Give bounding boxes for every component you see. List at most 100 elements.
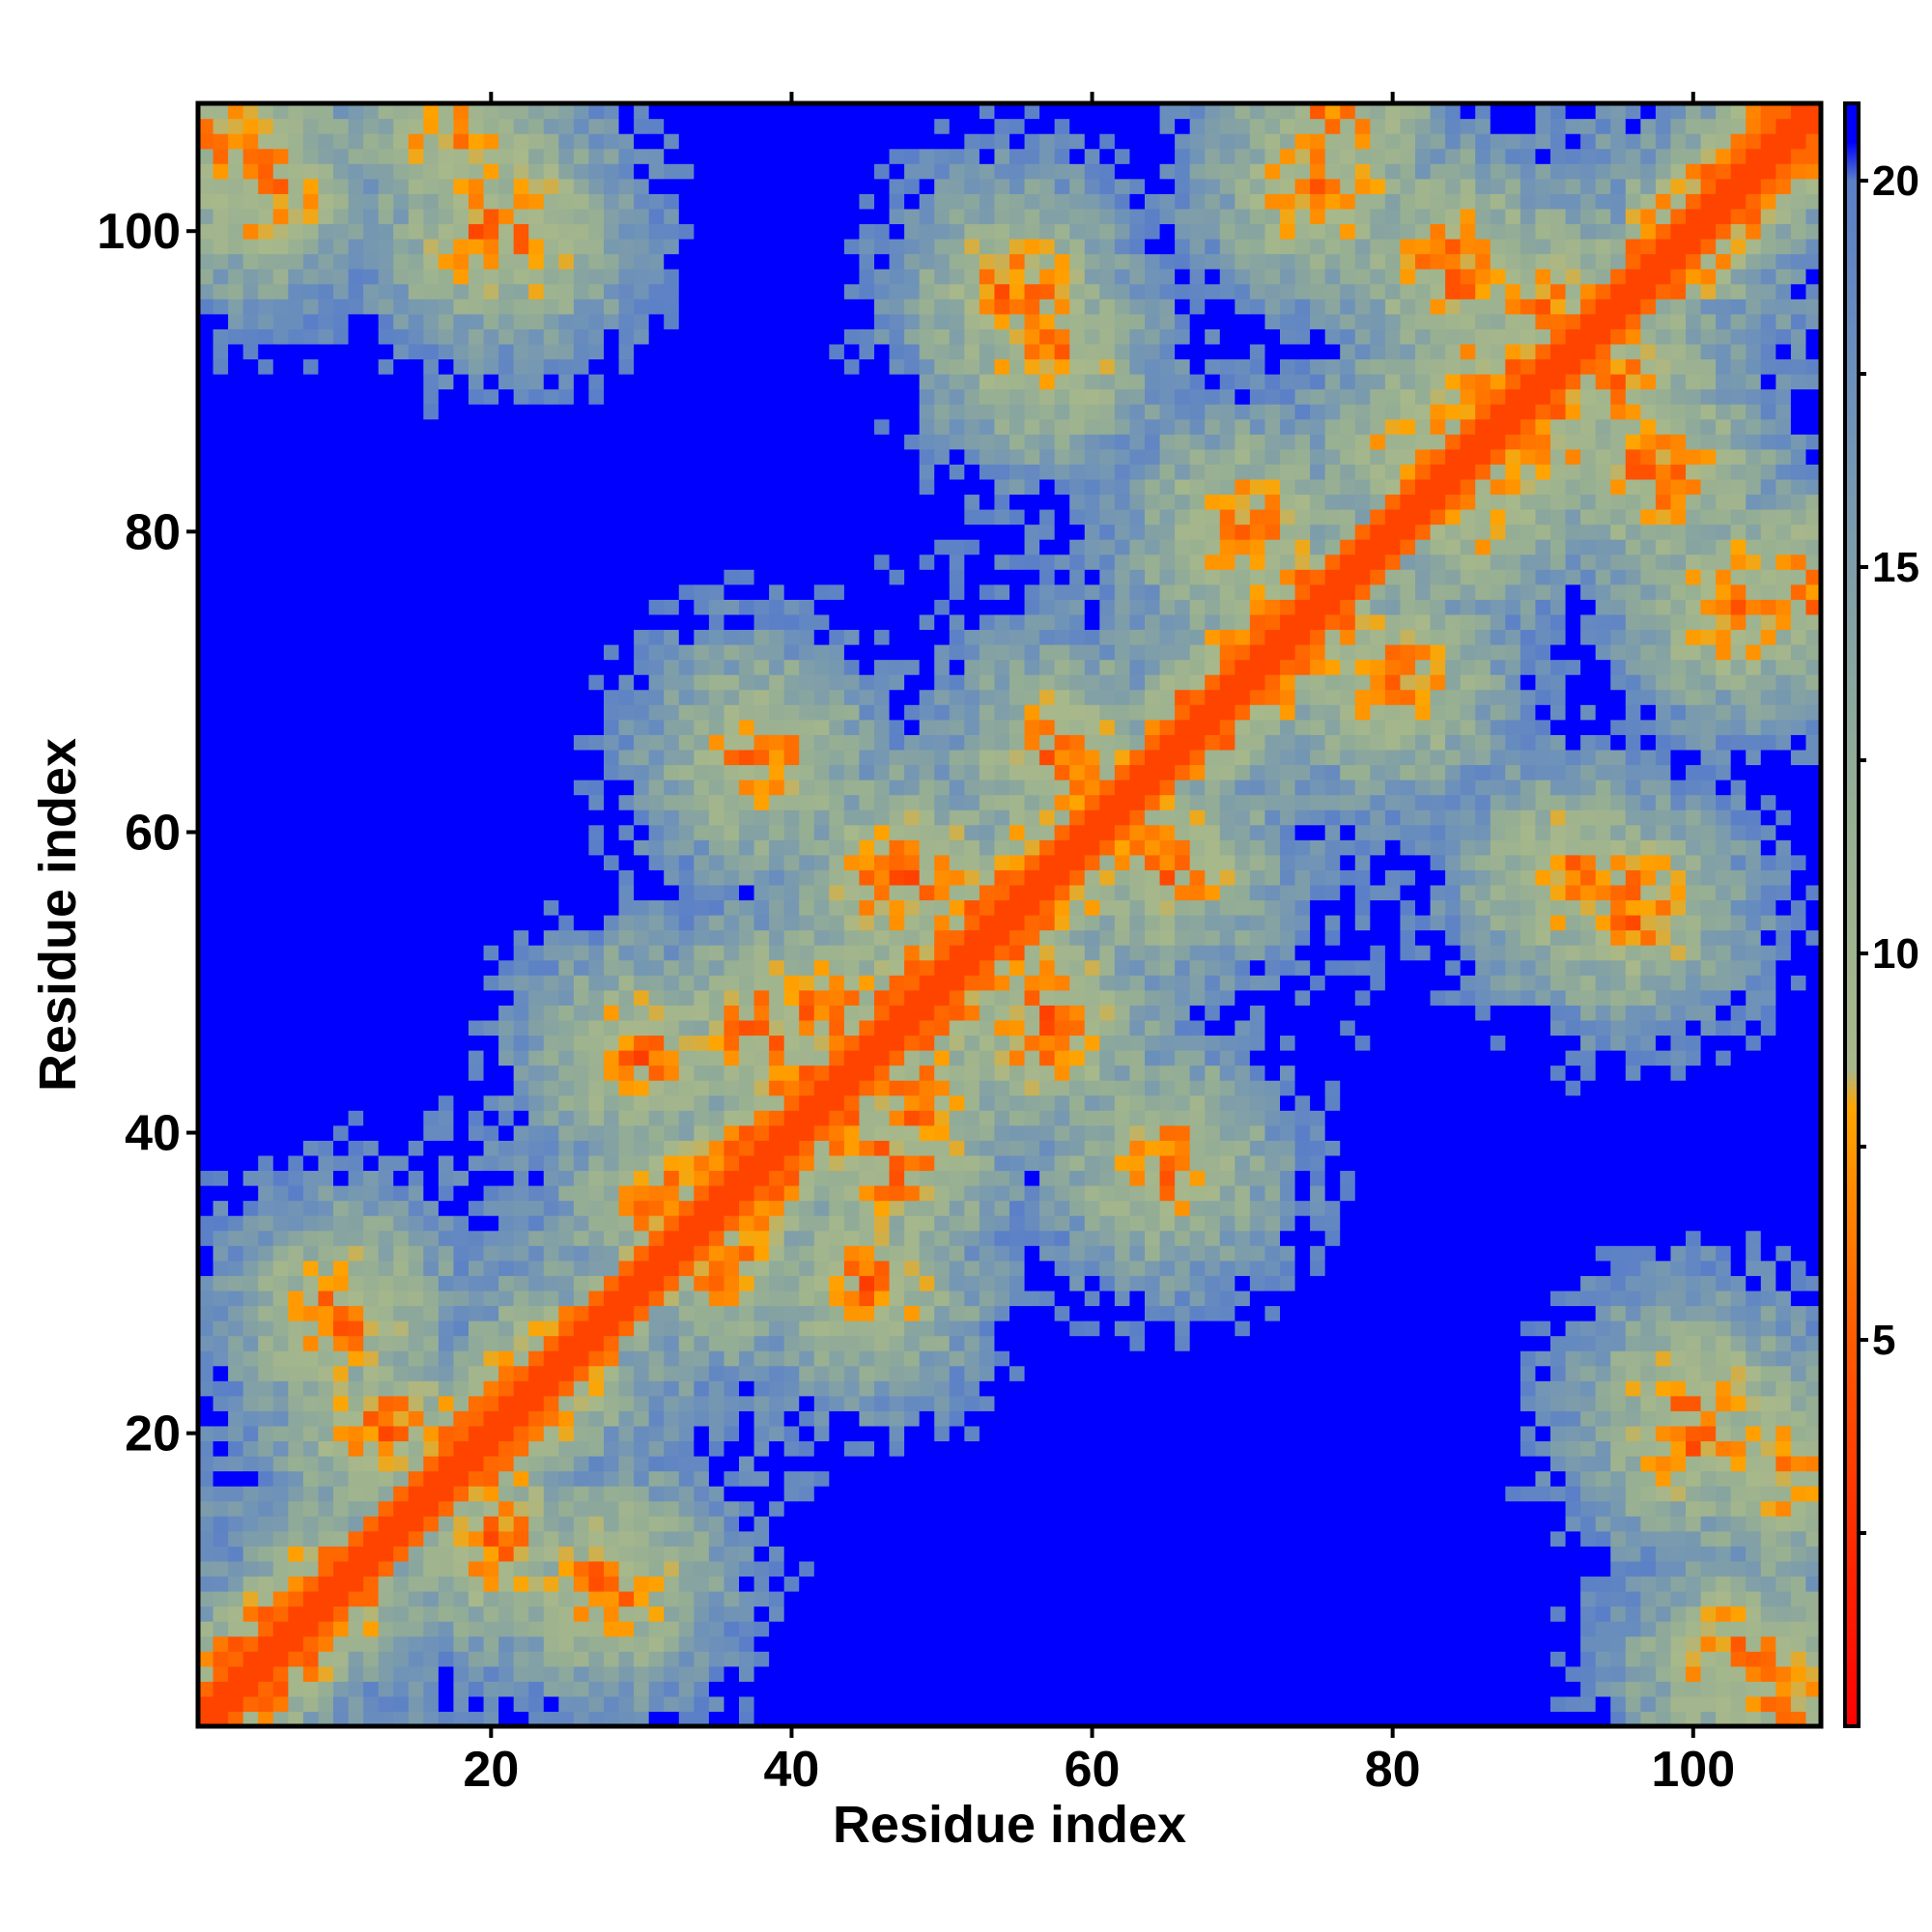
heatmap-cell [799, 163, 815, 180]
heatmap-cell [843, 1635, 861, 1652]
heatmap-cell [453, 283, 469, 299]
heatmap-cell [708, 869, 725, 886]
heatmap-cell [318, 810, 334, 826]
heatmap-cell [469, 1154, 485, 1172]
heatmap-cell [498, 448, 515, 465]
heatmap-cell [724, 989, 740, 1006]
heatmap-cell [558, 659, 575, 675]
heatmap-cell [604, 358, 620, 375]
heatmap-cell [228, 854, 244, 870]
heatmap-cell [843, 1560, 861, 1577]
heatmap-cell [634, 1711, 650, 1727]
heatmap-cell [348, 1124, 364, 1141]
heatmap-cell [242, 464, 259, 480]
heatmap-cell [769, 1365, 785, 1381]
heatmap-cell [228, 1065, 244, 1081]
heatmap-cell [228, 1305, 244, 1321]
heatmap-cell [543, 1215, 559, 1232]
heatmap-cell [469, 1245, 485, 1262]
heatmap-cell [708, 1019, 725, 1037]
heatmap-cell [483, 1470, 499, 1487]
heatmap-cell [694, 1440, 710, 1457]
heatmap-cell [664, 915, 680, 931]
heatmap-cell [604, 899, 620, 916]
heatmap-cell [769, 1140, 785, 1156]
heatmap-cell [378, 313, 394, 329]
heatmap-cell [333, 810, 350, 826]
heatmap-cell [694, 1530, 710, 1547]
heatmap-cell [694, 418, 710, 435]
heatmap-cell [783, 1576, 800, 1592]
heatmap-cell [874, 313, 891, 329]
heatmap-cell [528, 1470, 545, 1487]
heatmap-cell [769, 1290, 785, 1307]
heatmap-cell [724, 869, 740, 886]
heatmap-cell [724, 1035, 740, 1051]
heatmap-cell [318, 464, 334, 480]
heatmap-cell [333, 434, 350, 450]
heatmap-cell [889, 1681, 905, 1697]
heatmap-cell [198, 133, 214, 150]
heatmap-cell [469, 869, 485, 886]
heatmap-cell [573, 915, 590, 931]
heatmap-cell [783, 1440, 800, 1457]
heatmap-cell [242, 343, 259, 360]
heatmap-cell [469, 1410, 485, 1427]
heatmap-cell [423, 1230, 440, 1246]
heatmap-cell [588, 1665, 605, 1682]
heatmap-cell [483, 1305, 499, 1321]
heatmap-cell [363, 1695, 380, 1713]
heatmap-cell [228, 1635, 244, 1652]
heatmap-cell [498, 719, 515, 735]
heatmap-cell [843, 644, 861, 661]
heatmap-cell [198, 1321, 214, 1337]
heatmap-cell [333, 764, 350, 781]
heatmap-cell [333, 239, 350, 255]
heatmap-cell [573, 1695, 590, 1713]
heatmap-cell [423, 1576, 440, 1592]
heatmap-cell [859, 208, 875, 225]
heatmap-cell [843, 1080, 861, 1096]
heatmap-cell [198, 1681, 214, 1697]
heatmap-cell [739, 1080, 755, 1096]
heatmap-cell [318, 223, 334, 240]
heatmap-cell [783, 794, 800, 810]
heatmap-cell [483, 915, 499, 931]
heatmap-cell [318, 448, 334, 465]
heatmap-cell [843, 1260, 861, 1276]
heatmap-cell [498, 1094, 515, 1111]
heatmap-cell [664, 1245, 680, 1262]
heatmap-cell [859, 269, 875, 285]
heatmap-cell [333, 1425, 350, 1442]
heatmap-cell [604, 1305, 620, 1321]
heatmap-cell [634, 1635, 650, 1652]
heatmap-cell [498, 269, 515, 285]
heatmap-cell [874, 1456, 891, 1472]
heatmap-cell [783, 1591, 800, 1607]
heatmap-cell [288, 734, 304, 751]
heatmap-cell [753, 478, 770, 496]
heatmap-cell [453, 328, 469, 345]
heatmap-cell [843, 478, 861, 496]
heatmap-cell [378, 764, 394, 781]
heatmap-cell [228, 434, 244, 450]
heatmap-cell [528, 478, 545, 496]
heatmap-cell [198, 583, 214, 600]
heatmap-cell [423, 1546, 440, 1562]
heatmap-cell [363, 1395, 380, 1411]
heatmap-cell [634, 734, 650, 751]
heatmap-cell [258, 1035, 274, 1051]
heatmap-cell [408, 1230, 424, 1246]
heatmap-cell [664, 1230, 680, 1246]
heatmap-cell [318, 1546, 334, 1562]
heatmap-cell [634, 1305, 650, 1321]
heatmap-cell [874, 328, 891, 345]
heatmap-cell [753, 1110, 770, 1126]
heatmap-cell [724, 1380, 740, 1397]
heatmap-cell [724, 1185, 740, 1202]
heatmap-cell [829, 223, 845, 240]
heatmap-cell [393, 1065, 410, 1081]
heatmap-cell [348, 1005, 364, 1021]
heatmap-cell [258, 1500, 274, 1517]
heatmap-cell [258, 374, 274, 390]
